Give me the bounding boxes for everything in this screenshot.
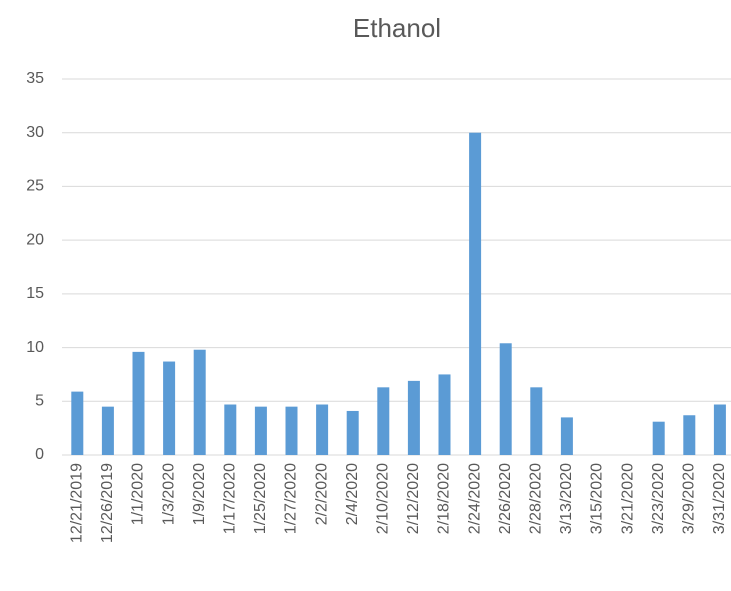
x-tick-label: 3/29/2020 bbox=[681, 463, 698, 534]
x-tick-label: 2/10/2020 bbox=[375, 463, 392, 534]
x-tick-label: 2/26/2020 bbox=[497, 463, 514, 534]
y-tick-label: 10 bbox=[26, 339, 44, 356]
x-tick-label: 1/1/2020 bbox=[130, 463, 147, 525]
x-tick-label: 2/28/2020 bbox=[528, 463, 545, 534]
y-tick-label: 0 bbox=[35, 446, 44, 463]
bar bbox=[71, 391, 84, 455]
bar bbox=[224, 404, 237, 455]
x-tick-label: 2/24/2020 bbox=[466, 463, 483, 534]
x-tick-label: 1/27/2020 bbox=[283, 463, 300, 534]
x-tick-label: 1/9/2020 bbox=[191, 463, 208, 525]
bar bbox=[163, 361, 176, 455]
x-tick-label: 2/4/2020 bbox=[344, 463, 361, 525]
y-tick-label: 5 bbox=[35, 393, 44, 410]
x-tick-label: 3/13/2020 bbox=[558, 463, 575, 534]
bar bbox=[683, 415, 696, 455]
y-tick-label: 30 bbox=[26, 124, 44, 141]
bar bbox=[377, 387, 390, 455]
bar bbox=[101, 406, 114, 455]
bar bbox=[499, 343, 512, 455]
x-tick-label: 2/2/2020 bbox=[313, 463, 330, 525]
x-tick-label: 12/21/2019 bbox=[69, 463, 86, 543]
bar bbox=[438, 374, 451, 455]
chart-title: Ethanol bbox=[353, 13, 441, 43]
bar bbox=[285, 406, 298, 455]
bar bbox=[346, 410, 359, 455]
y-tick-label: 25 bbox=[26, 178, 44, 195]
x-tick-label: 3/15/2020 bbox=[589, 463, 606, 534]
x-tick-label: 1/17/2020 bbox=[222, 463, 239, 534]
x-tick-label: 3/31/2020 bbox=[711, 463, 728, 534]
x-tick-label: 2/18/2020 bbox=[436, 463, 453, 534]
bar bbox=[407, 380, 420, 455]
x-tick-label: 2/12/2020 bbox=[405, 463, 422, 534]
bar bbox=[530, 387, 543, 455]
bar bbox=[193, 349, 206, 455]
x-tick-label: 3/21/2020 bbox=[619, 463, 636, 534]
y-tick-label: 35 bbox=[26, 70, 44, 87]
bar bbox=[254, 406, 267, 455]
x-tick-label: 3/23/2020 bbox=[650, 463, 667, 534]
bar bbox=[132, 351, 145, 455]
y-tick-label: 15 bbox=[26, 285, 44, 302]
bar bbox=[652, 421, 665, 455]
bar bbox=[560, 417, 573, 455]
bar bbox=[469, 132, 482, 455]
x-tick-label: 1/25/2020 bbox=[252, 463, 269, 534]
bar bbox=[713, 404, 726, 455]
y-tick-label: 20 bbox=[26, 231, 44, 248]
bar bbox=[316, 404, 329, 455]
x-tick-label: 12/26/2019 bbox=[99, 463, 116, 543]
x-tick-label: 1/3/2020 bbox=[160, 463, 177, 525]
